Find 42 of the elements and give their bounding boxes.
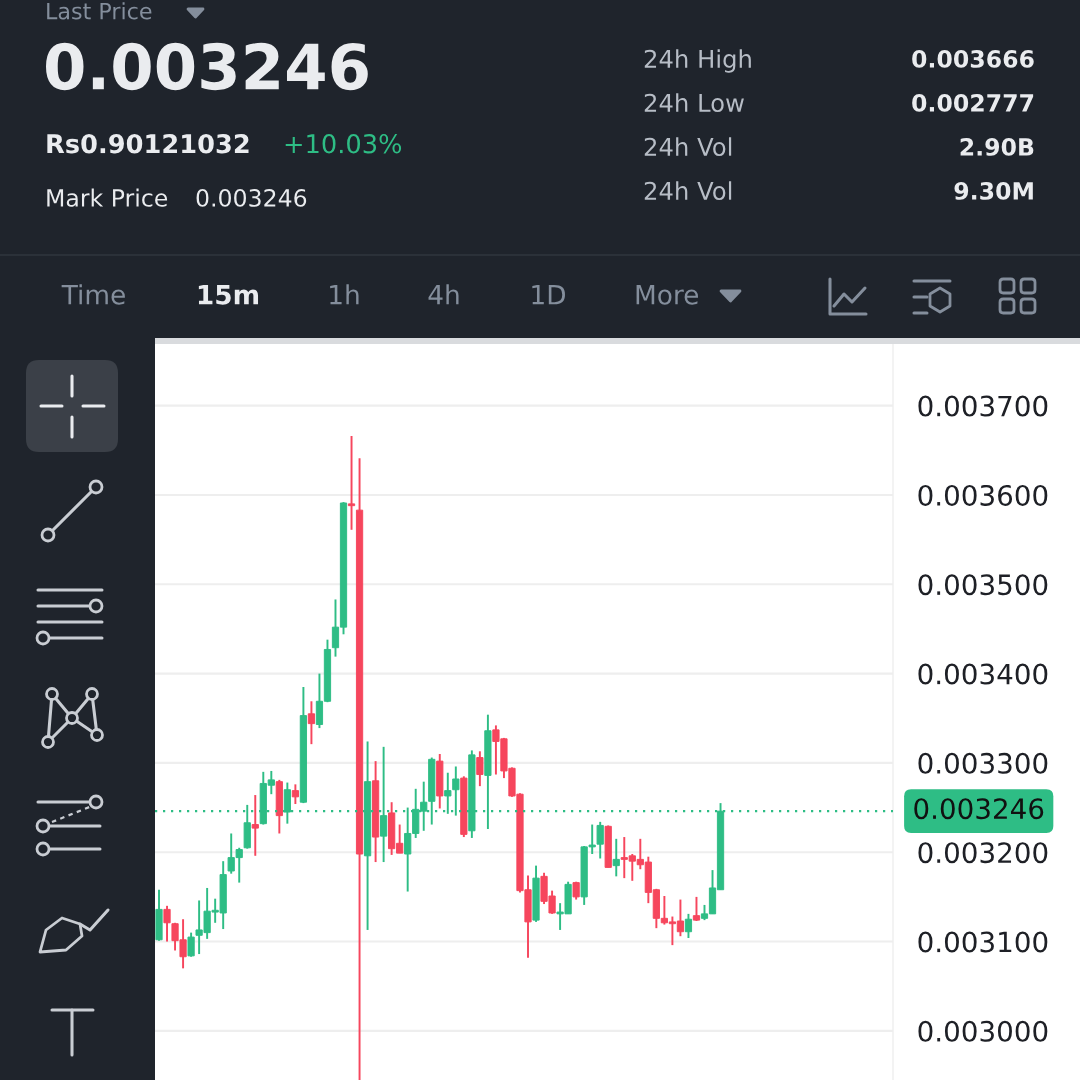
text: 1D — [532, 285, 565, 305]
text: 24h Low — [644, 93, 744, 113]
ref-line-label: 0.003246 — [914, 798, 1044, 820]
text: Rs0.90121032 — [47, 134, 249, 154]
text: +10.03% — [285, 134, 402, 154]
candlestick — [380, 745, 388, 864]
text: 0.002777 — [912, 93, 1034, 112]
text: 0.003246 — [45, 42, 368, 91]
candlestick — [291, 783, 299, 805]
y-tick-label: 0.003100 — [918, 931, 1048, 953]
candlestick — [692, 895, 701, 922]
y-tick-label: 0.003000 — [918, 1020, 1048, 1042]
text: 4h — [428, 284, 459, 305]
text: 1h — [330, 284, 359, 305]
y-tick-label: 0.003700 — [918, 395, 1048, 417]
text: 2.90B — [960, 137, 1034, 156]
text: Last Price — [47, 2, 152, 20]
candlestick — [684, 912, 693, 939]
candlestick — [612, 837, 620, 878]
text: 0.003666 — [912, 49, 1034, 68]
text: Mark Price — [47, 188, 168, 207]
y-tick-label: 0.003500 — [918, 574, 1048, 596]
text: 9.30M — [954, 181, 1033, 200]
candlestick — [251, 794, 259, 857]
candlestick — [187, 931, 195, 958]
text: 24h Vol — [644, 181, 732, 201]
candlestick — [163, 904, 171, 943]
y-tick-label: 0.003400 — [918, 663, 1048, 685]
text: More — [636, 285, 698, 305]
text: 24h Vol — [644, 137, 732, 157]
candlestick — [452, 765, 460, 817]
y-tick-label: 0.003300 — [918, 752, 1048, 774]
text: 15m — [198, 285, 259, 305]
candlestick — [444, 771, 452, 815]
y-tick-label: 0.003200 — [918, 842, 1048, 864]
y-tick-label: 0.003600 — [918, 484, 1048, 506]
candlestick — [347, 435, 356, 531]
text: Time — [61, 284, 125, 305]
text: 24h High — [644, 49, 751, 73]
candlestick — [476, 750, 484, 788]
candlestick — [307, 700, 316, 746]
text: 0.003246 — [196, 188, 307, 207]
